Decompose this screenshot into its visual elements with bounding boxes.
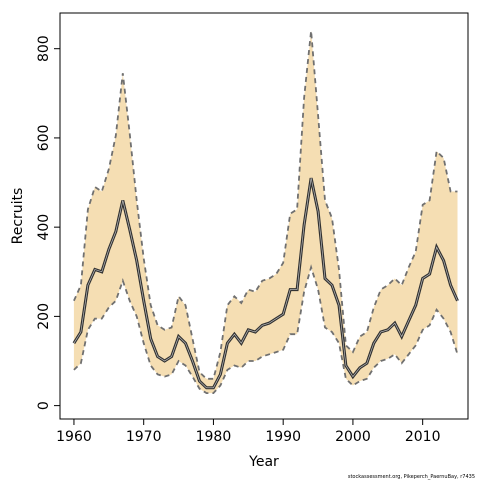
x-tick-label: 1980 [196, 429, 232, 445]
confidence-band [73, 30, 458, 394]
series-lines [72, 30, 459, 395]
confidence-band-area [73, 30, 458, 394]
x-tick-label: 1960 [56, 429, 92, 445]
x-axis: 1960 1970 1980 1990 2000 2010 [56, 419, 440, 445]
lower-bound-line [73, 264, 459, 395]
estimate-line-core [73, 178, 458, 389]
x-axis-title: Year [248, 454, 279, 470]
x-tick-label: 1970 [126, 429, 162, 445]
y-axis-title: Recruits [10, 188, 26, 245]
x-tick-label: 1990 [265, 429, 301, 445]
credit-text: stockassessment.org, Pikeperch_PaernuBay… [348, 474, 475, 480]
plot-frame [59, 12, 469, 420]
y-tick-label: 400 [36, 214, 52, 241]
x-tick-label: 2010 [405, 429, 441, 445]
y-tick-label: 200 [36, 303, 52, 330]
y-axis: 0 200 400 600 800 [36, 35, 60, 410]
y-tick-label: 600 [36, 125, 52, 152]
y-tick-label: 800 [36, 35, 52, 62]
y-tick-label: 0 [36, 401, 52, 410]
x-tick-label: 2000 [335, 429, 371, 445]
